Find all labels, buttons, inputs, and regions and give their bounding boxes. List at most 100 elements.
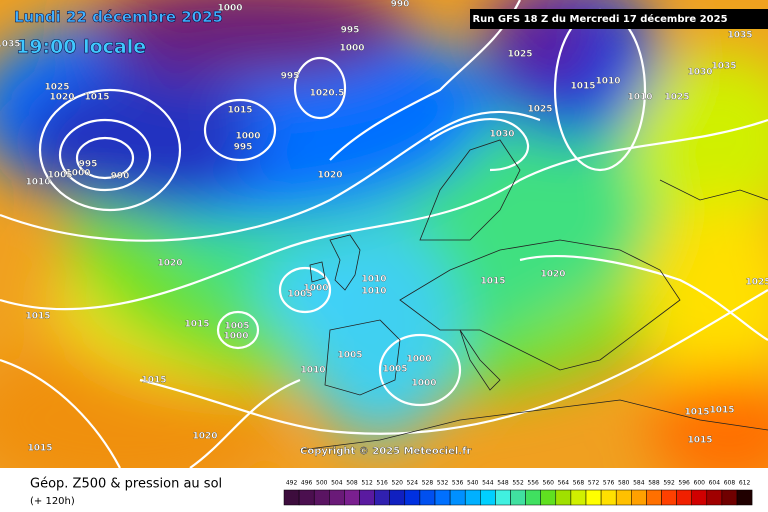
legend-swatch — [480, 489, 496, 506]
isobar-label: 1020 — [49, 93, 74, 103]
legend-label: 500 — [316, 480, 328, 487]
isobar-label: 1015 — [709, 406, 734, 416]
legend-label: 572 — [588, 480, 600, 487]
legend-swatch — [434, 489, 451, 506]
isobar-label: 1010 — [300, 366, 325, 376]
legend-label: 532 — [437, 480, 449, 487]
footer-lead: (+ 120h) — [30, 496, 75, 507]
legend-swatch — [555, 489, 572, 506]
isobar-label: 995 — [234, 143, 253, 153]
legend-swatch — [313, 489, 330, 506]
legend-label: 520 — [392, 480, 404, 487]
legend-label: 608 — [724, 480, 736, 487]
legend-label: 584 — [633, 480, 645, 487]
legend-swatch — [389, 489, 406, 506]
legend-label: 604 — [709, 480, 721, 487]
legend-label: 548 — [497, 480, 509, 487]
legend-swatch — [676, 489, 692, 506]
time-label: 19:00 locale — [16, 36, 146, 58]
legend-swatch — [510, 489, 526, 506]
isobar-label: 1025 — [664, 93, 689, 103]
isobar-label: 1010 — [361, 287, 386, 297]
isobars — [0, 0, 768, 468]
legend-label: 524 — [407, 480, 419, 487]
legend-label: 528 — [422, 480, 434, 487]
legend-label: 564 — [558, 480, 570, 487]
isobar-label: 1005 — [224, 322, 249, 332]
coastlines — [299, 139, 768, 451]
legend-swatch — [570, 489, 587, 506]
isobar-label: 1000 — [235, 132, 260, 142]
legend-swatch — [615, 489, 632, 506]
isobar-label: 1030 — [687, 68, 712, 78]
legend-label: 588 — [648, 480, 660, 487]
isobar-label: 1020 — [192, 432, 217, 442]
isobar-label: 1015 — [184, 320, 209, 330]
legend-label: 544 — [482, 480, 494, 487]
legend-swatch — [449, 489, 466, 506]
isobar-label: 1015 — [84, 93, 109, 103]
legend-swatch — [600, 489, 617, 506]
footer-title: Géop. Z500 & pression au sol — [30, 477, 222, 492]
legend-label: 612 — [739, 480, 751, 487]
legend-label: 560 — [543, 480, 555, 487]
run-info: Run GFS 18 Z du Mercredi 17 décembre 202… — [472, 13, 727, 25]
legend-swatch — [661, 489, 677, 506]
isobar-label: 1000 — [303, 284, 328, 294]
isobar-label: 1020 — [157, 259, 182, 269]
isobar-label: 1005 — [287, 290, 312, 300]
isobar-label: 1000 — [223, 332, 248, 342]
isobar-label: 1030 — [489, 130, 514, 140]
legend-label: 600 — [694, 480, 706, 487]
legend-label: 536 — [452, 480, 464, 487]
isobar-label: 990 — [111, 172, 130, 182]
legend-swatch — [298, 489, 315, 506]
legend-label: 568 — [573, 480, 585, 487]
legend-label: 508 — [346, 480, 358, 487]
legend-label: 596 — [678, 480, 690, 487]
isobar-label: 1025 — [44, 83, 69, 93]
legend-swatch — [374, 489, 390, 506]
isobar-label: 1015 — [684, 408, 709, 418]
legend-label: 496 — [301, 480, 313, 487]
isobar-label: 1010 — [627, 93, 652, 103]
legend-label: 592 — [663, 480, 675, 487]
isobar-label: 1015 — [480, 277, 505, 287]
isobar-label: 990 — [391, 0, 410, 10]
isobar-label: 1010 — [25, 178, 50, 188]
isobar-label: 1015 — [141, 376, 166, 386]
isobar-label: 1015 — [687, 436, 712, 446]
isobar-label: 995 — [79, 160, 98, 170]
legend-swatch — [525, 489, 541, 506]
isobar-label: 1035 — [727, 31, 752, 41]
run-box — [470, 9, 768, 29]
isobar-label: 1025 — [527, 105, 552, 115]
isobar-label: 1020 — [540, 270, 565, 280]
legend-swatch — [329, 489, 345, 506]
copyright: Copyright © 2025 Meteociel.fr — [300, 446, 471, 457]
isobar-label: 1005 — [337, 351, 362, 361]
legend-swatch — [495, 489, 511, 506]
isobar-label: 1015 — [25, 312, 50, 322]
isobar-label: 1025 — [745, 278, 768, 288]
legend-swatch — [540, 489, 557, 506]
isobar-label: 1010 — [595, 77, 620, 87]
isobar-label: 1015 — [227, 106, 252, 116]
isobar-label: 995 — [281, 72, 300, 82]
legend-swatch — [283, 489, 300, 506]
legend-label: 580 — [618, 480, 630, 487]
isobar-label: 995 — [341, 26, 360, 36]
legend-swatch — [585, 489, 602, 506]
legend-label: 504 — [331, 480, 343, 487]
isobar-label: 1005 — [382, 365, 407, 375]
legend-swatch — [404, 489, 421, 506]
isobar-label: 1020 — [317, 171, 342, 181]
isobar-label: 1035 — [0, 40, 21, 50]
legend-swatch — [736, 489, 753, 506]
legend-label: 516 — [376, 480, 388, 487]
isobar-label: 1005 — [47, 171, 72, 181]
isobar-label: 1000 — [217, 4, 242, 14]
legend-label: 512 — [361, 480, 373, 487]
